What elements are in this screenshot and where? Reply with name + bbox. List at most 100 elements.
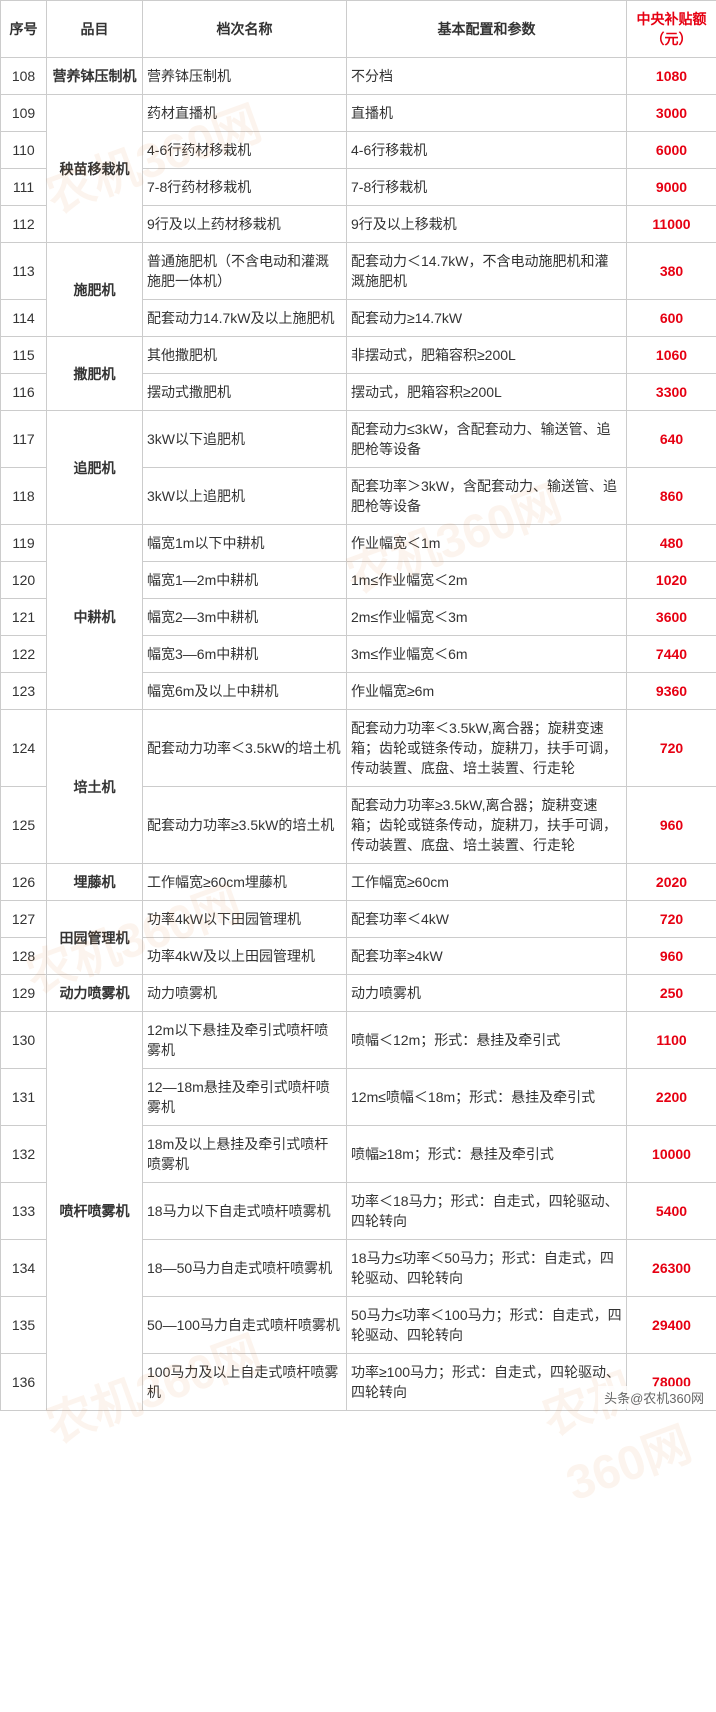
cell-spec: 12m≤喷幅＜18m；形式：悬挂及牵引式	[347, 1069, 627, 1126]
cell-seq: 131	[1, 1069, 47, 1126]
cell-amount: 640	[627, 411, 716, 468]
cell-seq: 110	[1, 132, 47, 169]
cell-spec: 2m≤作业幅宽＜3m	[347, 599, 627, 636]
cell-tier: 摆动式撒肥机	[143, 374, 347, 411]
cell-amount: 1100	[627, 1012, 716, 1069]
table-row: 126埋藤机工作幅宽≥60cm埋藤机工作幅宽≥60cm2020	[1, 864, 716, 901]
cell-category: 秧苗移栽机	[47, 95, 143, 243]
table-row: 109秧苗移栽机药材直播机直播机3000	[1, 95, 716, 132]
cell-seq: 135	[1, 1297, 47, 1354]
cell-amount: 860	[627, 468, 716, 525]
cell-tier: 3kW以上追肥机	[143, 468, 347, 525]
cell-spec: 7-8行移栽机	[347, 169, 627, 206]
cell-tier: 幅宽6m及以上中耕机	[143, 673, 347, 710]
cell-tier: 功率4kW及以上田园管理机	[143, 938, 347, 975]
cell-tier: 幅宽1—2m中耕机	[143, 562, 347, 599]
table-row: 115撒肥机其他撒肥机非摆动式，肥箱容积≥200L1060	[1, 337, 716, 374]
cell-amount: 10000	[627, 1126, 716, 1183]
cell-tier: 营养钵压制机	[143, 58, 347, 95]
table-row: 124培土机配套动力功率＜3.5kW的培土机配套动力功率＜3.5kW,离合器；旋…	[1, 710, 716, 787]
table-row: 117追肥机3kW以下追肥机配套动力≤3kW，含配套动力、输送管、追肥枪等设备6…	[1, 411, 716, 468]
cell-spec: 50马力≤功率＜100马力；形式：自走式，四轮驱动、四轮转向	[347, 1297, 627, 1354]
cell-amount: 11000	[627, 206, 716, 243]
table-row: 108营养钵压制机营养钵压制机不分档1080	[1, 58, 716, 95]
subsidy-table: 序号 品目 档次名称 基本配置和参数 中央补贴额（元） 108营养钵压制机营养钵…	[0, 0, 716, 1411]
cell-seq: 123	[1, 673, 47, 710]
cell-spec: 工作幅宽≥60cm	[347, 864, 627, 901]
cell-tier: 配套动力14.7kW及以上施肥机	[143, 300, 347, 337]
cell-tier: 9行及以上药材移栽机	[143, 206, 347, 243]
cell-seq: 109	[1, 95, 47, 132]
cell-tier: 3kW以下追肥机	[143, 411, 347, 468]
cell-amount: 2200	[627, 1069, 716, 1126]
cell-seq: 108	[1, 58, 47, 95]
cell-amount: 720	[627, 710, 716, 787]
cell-seq: 127	[1, 901, 47, 938]
cell-amount: 1080	[627, 58, 716, 95]
table-row: 130喷杆喷雾机12m以下悬挂及牵引式喷杆喷雾机喷幅＜12m；形式：悬挂及牵引式…	[1, 1012, 716, 1069]
cell-spec: 4-6行移栽机	[347, 132, 627, 169]
header-category: 品目	[47, 1, 143, 58]
footer-attribution: 头条@农机360网	[598, 1386, 710, 1409]
cell-seq: 129	[1, 975, 47, 1012]
cell-tier: 幅宽2—3m中耕机	[143, 599, 347, 636]
cell-tier: 幅宽1m以下中耕机	[143, 525, 347, 562]
cell-category: 中耕机	[47, 525, 143, 710]
cell-seq: 136	[1, 1354, 47, 1411]
cell-category: 培土机	[47, 710, 143, 864]
cell-seq: 119	[1, 525, 47, 562]
cell-tier: 普通施肥机（不含电动和灌溉施肥一体机）	[143, 243, 347, 300]
cell-amount: 600	[627, 300, 716, 337]
table-row: 127田园管理机功率4kW以下田园管理机配套功率＜4kW720	[1, 901, 716, 938]
cell-tier: 4-6行药材移栽机	[143, 132, 347, 169]
table-wrapper: 农机360网 农机360网 农机360网 农机360网 农机360网 序号 品目…	[0, 0, 716, 1411]
cell-spec: 配套动力≥14.7kW	[347, 300, 627, 337]
cell-seq: 117	[1, 411, 47, 468]
cell-tier: 药材直播机	[143, 95, 347, 132]
cell-amount: 26300	[627, 1240, 716, 1297]
cell-spec: 不分档	[347, 58, 627, 95]
cell-category: 喷杆喷雾机	[47, 1012, 143, 1411]
cell-amount: 960	[627, 938, 716, 975]
cell-tier: 动力喷雾机	[143, 975, 347, 1012]
cell-seq: 125	[1, 787, 47, 864]
cell-tier: 配套动力功率＜3.5kW的培土机	[143, 710, 347, 787]
cell-spec: 3m≤作业幅宽＜6m	[347, 636, 627, 673]
cell-tier: 其他撒肥机	[143, 337, 347, 374]
cell-amount: 3600	[627, 599, 716, 636]
cell-tier: 功率4kW以下田园管理机	[143, 901, 347, 938]
table-body: 108营养钵压制机营养钵压制机不分档1080109秧苗移栽机药材直播机直播机30…	[1, 58, 716, 1411]
cell-tier: 50—100马力自走式喷杆喷雾机	[143, 1297, 347, 1354]
cell-seq: 128	[1, 938, 47, 975]
cell-seq: 122	[1, 636, 47, 673]
header-spec: 基本配置和参数	[347, 1, 627, 58]
cell-amount: 6000	[627, 132, 716, 169]
cell-amount: 380	[627, 243, 716, 300]
cell-category: 田园管理机	[47, 901, 143, 975]
cell-tier: 12m以下悬挂及牵引式喷杆喷雾机	[143, 1012, 347, 1069]
cell-amount: 29400	[627, 1297, 716, 1354]
cell-spec: 1m≤作业幅宽＜2m	[347, 562, 627, 599]
cell-spec: 9行及以上移栽机	[347, 206, 627, 243]
cell-spec: 直播机	[347, 95, 627, 132]
cell-spec: 动力喷雾机	[347, 975, 627, 1012]
cell-seq: 126	[1, 864, 47, 901]
cell-spec: 功率≥100马力；形式：自走式，四轮驱动、四轮转向	[347, 1354, 627, 1411]
cell-spec: 配套功率＞3kW，含配套动力、输送管、追肥枪等设备	[347, 468, 627, 525]
cell-spec: 作业幅宽＜1m	[347, 525, 627, 562]
cell-amount: 720	[627, 901, 716, 938]
table-row: 129动力喷雾机动力喷雾机动力喷雾机250	[1, 975, 716, 1012]
cell-spec: 喷幅＜12m；形式：悬挂及牵引式	[347, 1012, 627, 1069]
cell-amount: 480	[627, 525, 716, 562]
cell-amount: 3000	[627, 95, 716, 132]
table-row: 113施肥机普通施肥机（不含电动和灌溉施肥一体机）配套动力＜14.7kW，不含电…	[1, 243, 716, 300]
cell-spec: 功率＜18马力；形式：自走式，四轮驱动、四轮转向	[347, 1183, 627, 1240]
cell-seq: 115	[1, 337, 47, 374]
cell-amount: 1060	[627, 337, 716, 374]
cell-seq: 121	[1, 599, 47, 636]
cell-tier: 18m及以上悬挂及牵引式喷杆喷雾机	[143, 1126, 347, 1183]
cell-category: 埋藤机	[47, 864, 143, 901]
cell-seq: 133	[1, 1183, 47, 1240]
header-tier: 档次名称	[143, 1, 347, 58]
cell-category: 动力喷雾机	[47, 975, 143, 1012]
